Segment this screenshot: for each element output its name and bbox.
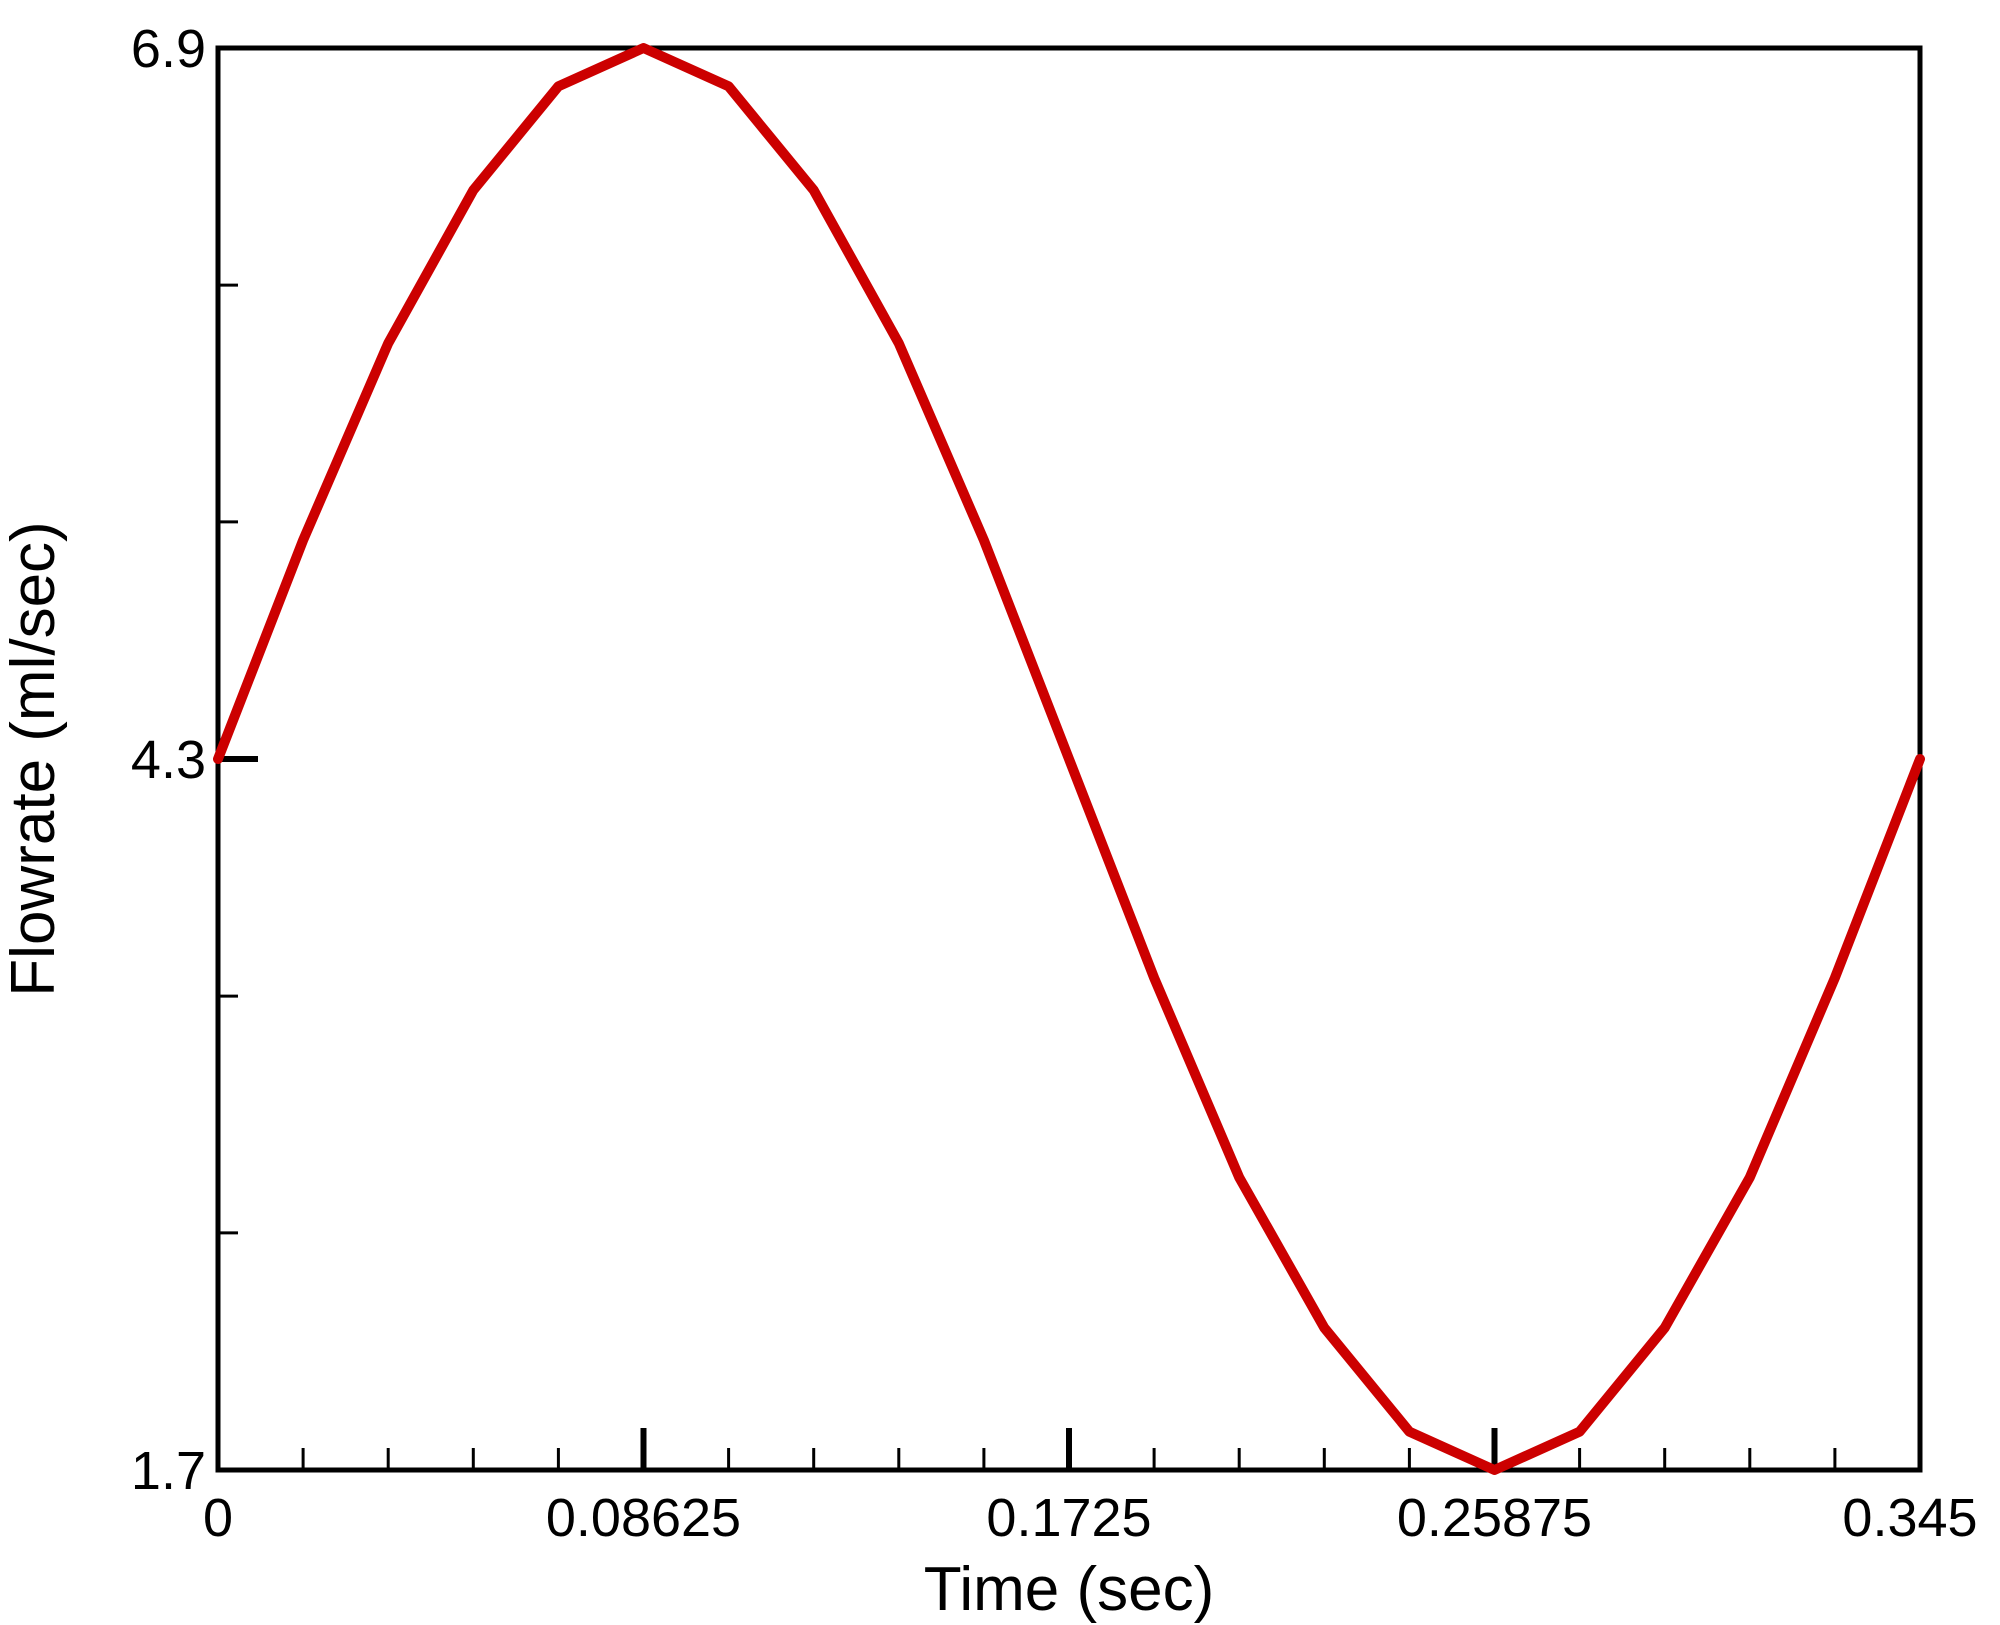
x-tick-label: 0.08625 — [546, 1488, 741, 1548]
x-tick-label: 0 — [203, 1488, 233, 1548]
x-major-ticks — [640, 1428, 1498, 1470]
x-tick-label: 0.345 — [1842, 1488, 1977, 1548]
y-minor-ticks — [218, 283, 238, 1235]
y-tick-label: 1.7 — [131, 1441, 206, 1501]
x-tick-label: 0.25875 — [1397, 1488, 1592, 1548]
x-tick-label: 0.1725 — [986, 1488, 1151, 1548]
y-tick-label: 6.9 — [131, 19, 206, 79]
x-axis-title: Time (sec) — [924, 1555, 1214, 1624]
y-tick-label: 4.3 — [131, 730, 206, 790]
x-minor-ticks — [301, 1448, 1837, 1470]
y-tick-labels: 1.7 4.3 6.9 — [131, 19, 206, 1501]
series-line — [213, 43, 1925, 1475]
x-tick-labels: 0 0.08625 0.1725 0.25875 0.345 — [203, 1488, 1978, 1548]
y-axis-title: Flowrate (ml/sec) — [0, 521, 68, 996]
